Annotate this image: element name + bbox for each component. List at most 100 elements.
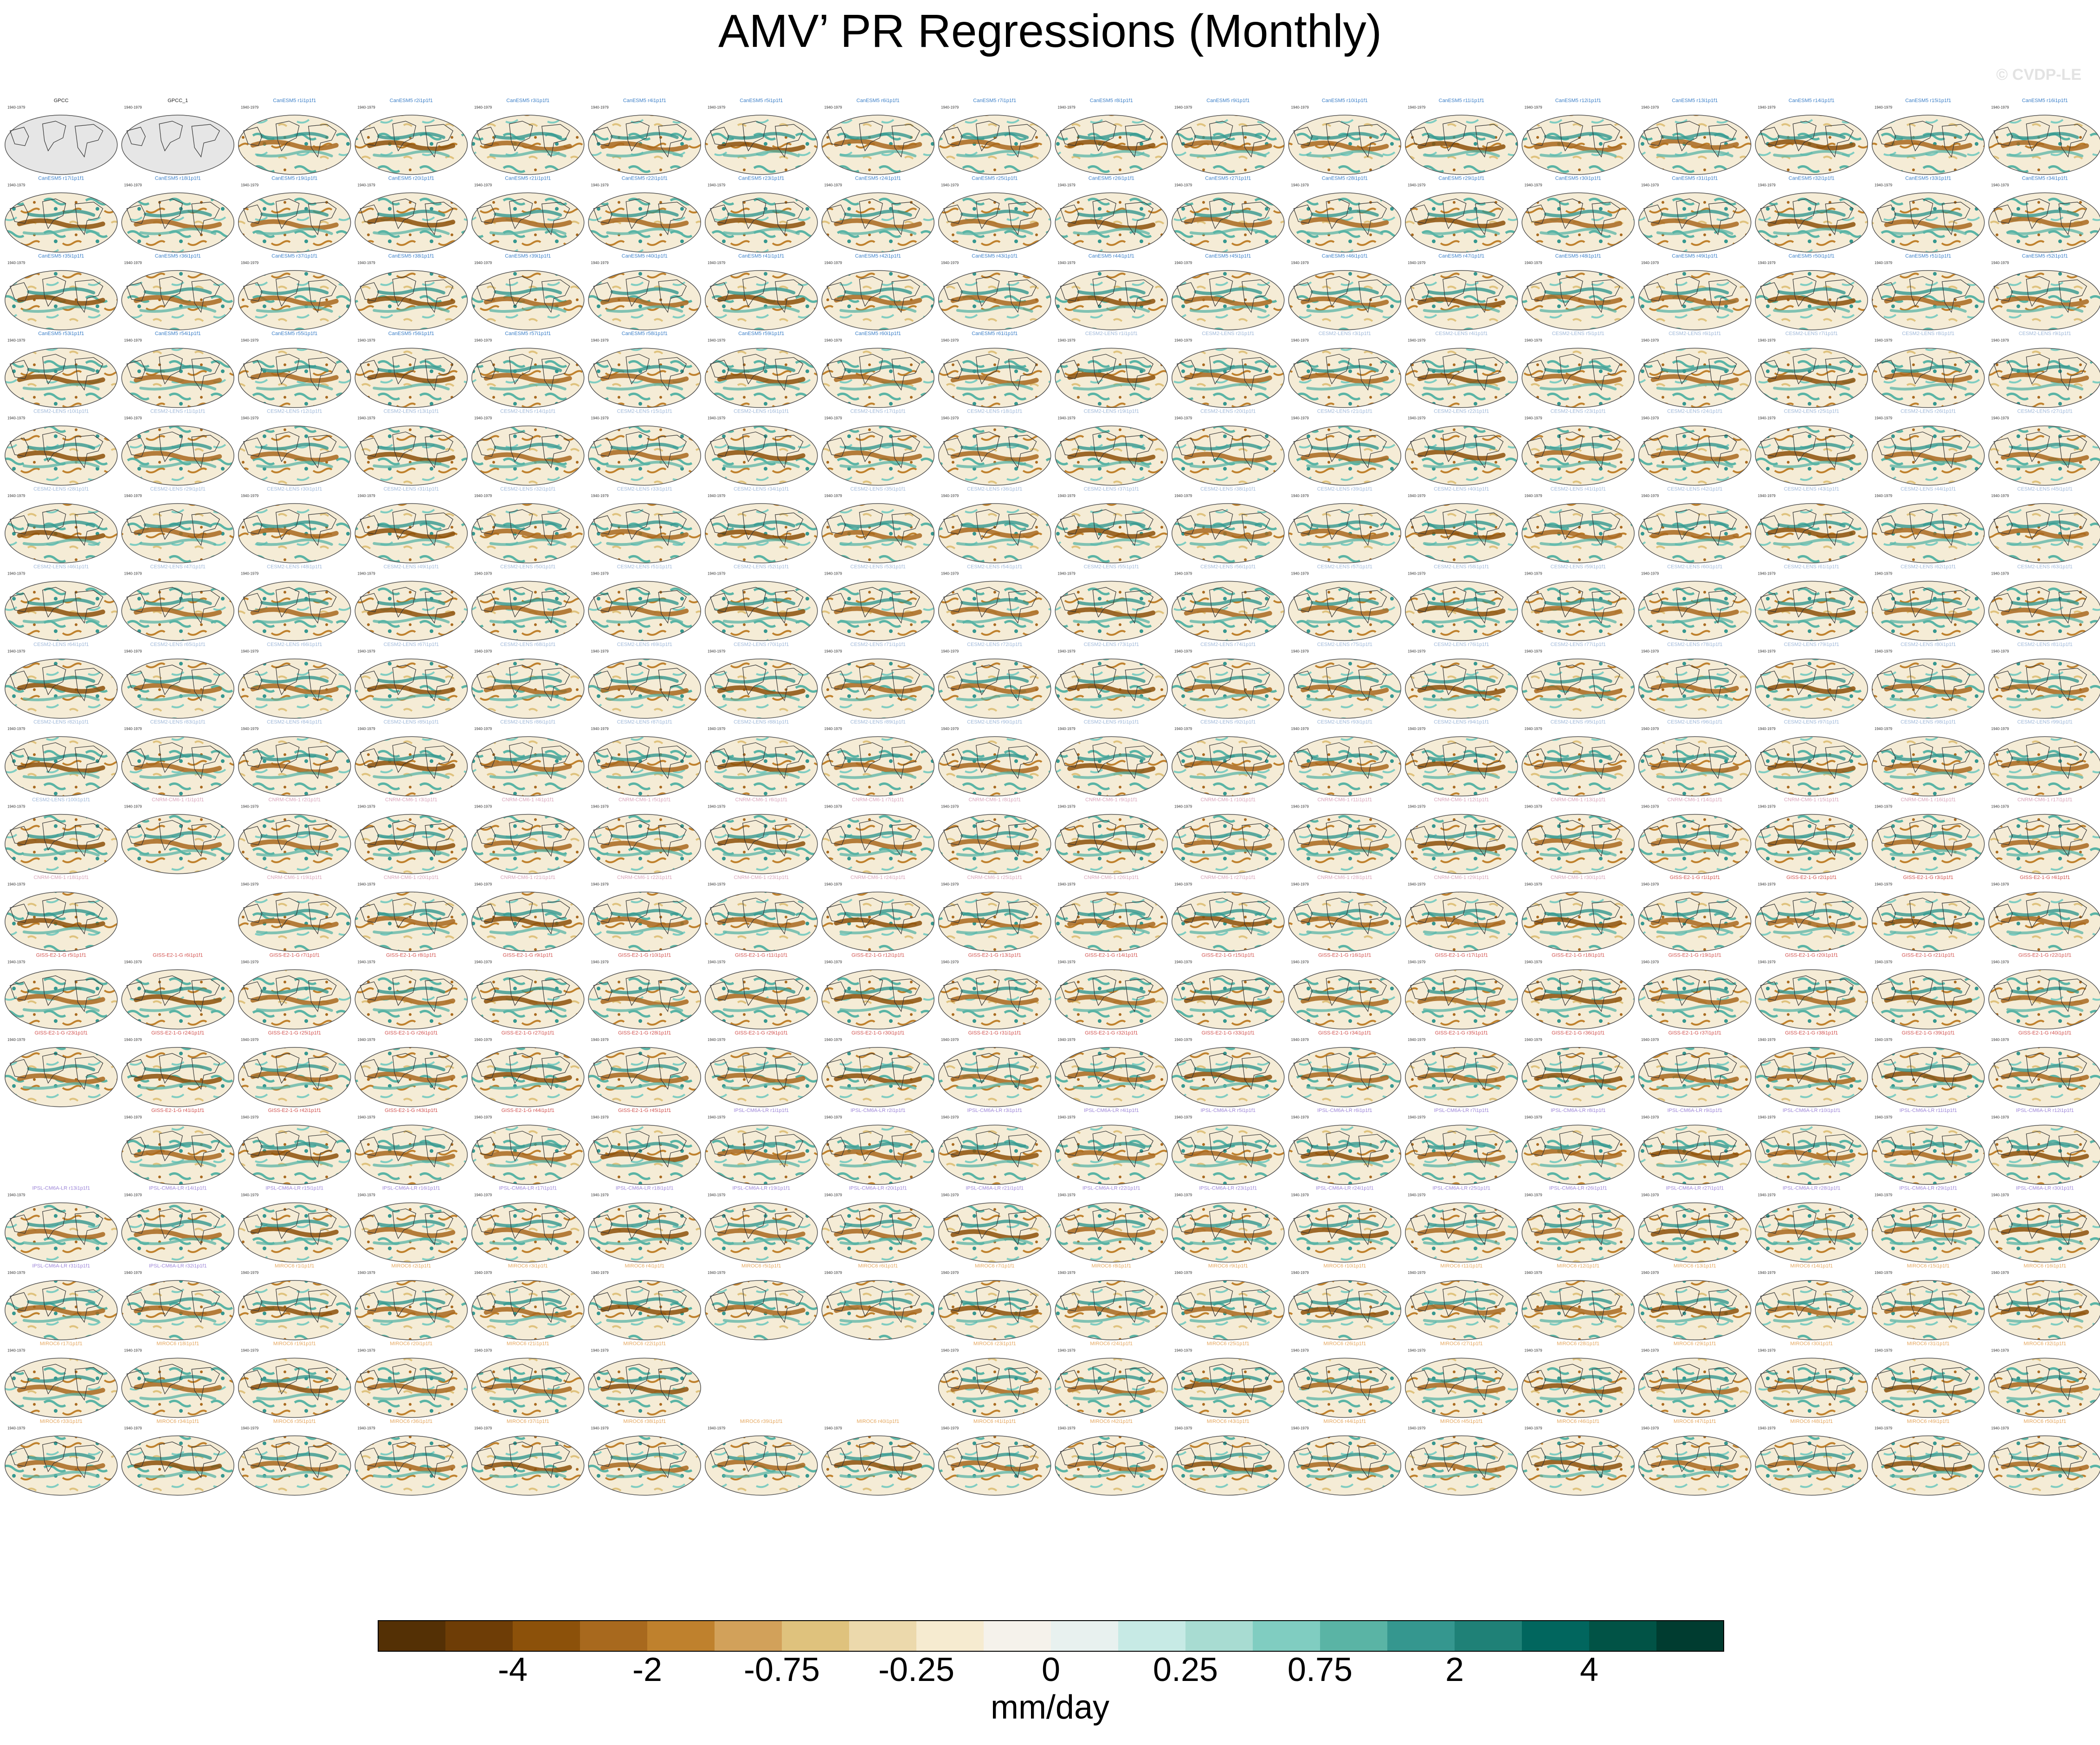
panel-period-label: 1940-1979 xyxy=(7,1038,26,1042)
continent-outline xyxy=(1209,121,1233,152)
equatorial-anomaly-band xyxy=(1884,918,1972,930)
southern-anomaly-band xyxy=(1306,305,1384,313)
northern-anomaly-band xyxy=(960,1219,1029,1228)
panel-title: GISS-E2-1-G r12i1p1f1 xyxy=(851,952,904,958)
panel-title: CanESM5 r31i1p1f1 xyxy=(1672,175,1718,181)
northern-anomaly-band xyxy=(143,1453,212,1461)
continent-outline xyxy=(1326,587,1350,618)
equatorial-anomaly-band xyxy=(1067,607,1156,619)
southern-anomaly-band xyxy=(1189,150,1267,158)
northern-anomaly-band xyxy=(1427,209,1496,218)
panel-title: CanESM5 r41i1p1f1 xyxy=(738,253,784,259)
northern-anomaly-band xyxy=(27,1219,96,1228)
southern-anomaly-band xyxy=(2006,1004,2084,1012)
continent-outline xyxy=(2058,1056,2087,1090)
continent-outline xyxy=(75,1445,103,1479)
continent-outline xyxy=(658,823,687,857)
northern-anomaly-band xyxy=(1077,520,1146,529)
southern-anomaly-band xyxy=(1540,1315,1617,1323)
panel-title: GISS-E2-1-G r44i1p1f1 xyxy=(502,1108,554,1113)
panel-period-label: 1940-1979 xyxy=(1641,960,1659,964)
equatorial-anomaly-band xyxy=(1534,1073,1623,1084)
southern-anomaly-band xyxy=(1773,383,1850,391)
southern-anomaly-band xyxy=(606,460,683,468)
northern-anomaly-band xyxy=(727,209,796,218)
continent-outline xyxy=(126,1214,146,1234)
equatorial-anomaly-band xyxy=(2001,296,2089,307)
continent-outline xyxy=(859,509,883,540)
northern-anomaly-band xyxy=(260,676,329,684)
continent-outline xyxy=(859,276,883,307)
northern-anomaly-band xyxy=(727,1142,796,1150)
continent-outline xyxy=(1909,121,1933,152)
panel-period-label: 1940-1979 xyxy=(241,571,259,575)
continent-outline xyxy=(1326,198,1350,229)
equatorial-anomaly-band xyxy=(1767,1229,1856,1241)
continent-outline xyxy=(75,1056,103,1090)
equatorial-anomaly-band xyxy=(950,1150,1039,1161)
continent-outline xyxy=(308,1445,337,1479)
panel-period-label: 1940-1979 xyxy=(1058,261,1076,265)
equatorial-anomaly-band xyxy=(1417,449,1506,461)
northern-anomaly-band xyxy=(1544,676,1612,684)
panel-title: CNRM-CM6-1 r21i1p1f1 xyxy=(500,875,555,880)
northern-anomaly-band xyxy=(1310,1064,1379,1072)
continent-outline xyxy=(859,587,883,618)
continent-outline xyxy=(1876,127,1896,146)
equatorial-anomaly-band xyxy=(1417,529,1506,540)
continent-outline xyxy=(1591,279,1621,313)
panel-period-label: 1940-1979 xyxy=(1875,105,1893,110)
southern-anomaly-band xyxy=(1189,927,1267,935)
panel-period-label: 1940-1979 xyxy=(1641,183,1659,187)
continent-outline xyxy=(392,354,416,385)
continent-outline xyxy=(775,978,804,1012)
southern-anomaly-band xyxy=(722,771,800,779)
panel-title: CanESM5 r14i1p1f1 xyxy=(1789,98,1835,103)
panel-period-label: 1940-1979 xyxy=(1058,105,1076,110)
continent-outline xyxy=(1909,1441,1933,1473)
panel-title: CanESM5 r19i1p1f1 xyxy=(271,175,317,181)
panel-title: IPSL-CM6A-LR r3i1p1f1 xyxy=(967,1108,1022,1113)
southern-anomaly-band xyxy=(839,771,917,779)
southern-anomaly-band xyxy=(2006,1237,2084,1245)
panel-title: CESM2-LENS r16i1p1f1 xyxy=(734,409,789,414)
panel-period-label: 1940-1979 xyxy=(1758,649,1776,653)
northern-anomaly-band xyxy=(1427,598,1496,606)
continent-outline xyxy=(1443,121,1467,152)
equatorial-anomaly-band xyxy=(1884,607,1972,619)
panel-title: CNRM-CM6-1 r28i1p1f1 xyxy=(1317,875,1372,880)
northern-anomaly-band xyxy=(260,598,329,606)
continent-outline xyxy=(1125,512,1154,546)
panel-period-label: 1940-1979 xyxy=(1758,416,1776,420)
northern-anomaly-band xyxy=(960,1142,1029,1150)
panel-title: IPSL-CM6A-LR r24i1p1f1 xyxy=(1316,1186,1374,1191)
northern-anomaly-band xyxy=(844,1142,912,1150)
northern-anomaly-band xyxy=(1310,986,1379,995)
equatorial-anomaly-band xyxy=(2001,140,2089,151)
northern-anomaly-band xyxy=(27,365,96,373)
southern-anomaly-band xyxy=(956,305,1033,313)
continent-outline xyxy=(2058,978,2087,1012)
equatorial-anomaly-band xyxy=(950,918,1039,929)
southern-anomaly-band xyxy=(2006,1393,2084,1401)
continent-outline xyxy=(1008,901,1037,935)
panel-title: IPSL-CM6A-LR r30i1p1f1 xyxy=(2016,1186,2074,1191)
southern-anomaly-band xyxy=(956,693,1033,702)
continent-outline xyxy=(2026,354,2050,385)
panel-title: CanESM5 r46i1p1f1 xyxy=(1322,253,1368,259)
continent-outline xyxy=(42,1286,66,1317)
continent-outline xyxy=(1293,826,1313,846)
panel-title: GISS-E2-1-G r30i1p1f1 xyxy=(851,1030,904,1036)
continent-outline xyxy=(476,1370,496,1390)
southern-anomaly-band xyxy=(1306,460,1384,468)
equatorial-anomaly-band xyxy=(1184,916,1272,927)
